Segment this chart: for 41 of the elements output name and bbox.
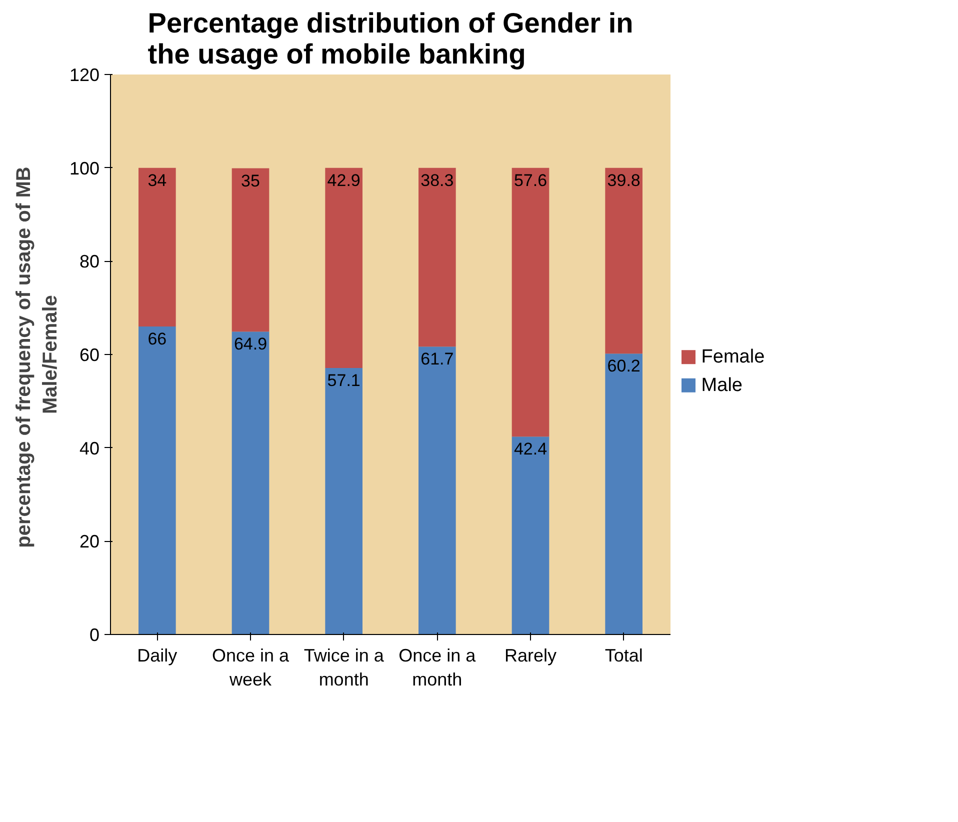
data-label: 35 (241, 171, 260, 190)
data-label: 57.1 (327, 371, 360, 390)
bar (232, 168, 270, 332)
bar (325, 368, 362, 634)
data-label: 66 (148, 330, 167, 348)
x-tick-label: Once in a month (398, 646, 477, 690)
x-tick-label: Once in a week (212, 646, 290, 690)
x-tick-label: Total (604, 646, 643, 666)
bar (605, 168, 642, 354)
legend-label: Female (701, 346, 765, 368)
x-tick-label: Daily (137, 646, 178, 666)
data-label: 61.7 (420, 350, 454, 369)
bar (138, 326, 176, 634)
x-tick-label: Rarely (504, 646, 557, 666)
x-tick-label: Twice in a month (304, 646, 385, 690)
data-label: 60.2 (607, 356, 640, 376)
y-tick-label: 100 (69, 158, 100, 178)
y-tick-label: 120 (69, 65, 100, 85)
bar (605, 354, 642, 634)
bar (232, 332, 270, 634)
bar (512, 436, 550, 634)
data-label: 64.9 (234, 334, 268, 354)
data-label: 57.6 (514, 170, 548, 190)
chart-title: Percentage distribution of Gender in the usage of mobile banking (148, 8, 634, 70)
y-tick-label: 0 (89, 625, 100, 645)
bar (512, 168, 550, 437)
legend-label: Male (701, 374, 742, 396)
bar (418, 168, 456, 347)
y-axis-title: percentage of frequency of usage of MB Male/Female (13, 166, 62, 548)
data-label: 38.3 (420, 170, 454, 190)
bar (325, 168, 362, 368)
bar (418, 346, 456, 634)
data-label: 42.9 (327, 170, 360, 190)
data-label: 39.8 (607, 170, 640, 190)
y-tick-label: 20 (79, 532, 100, 552)
data-label: 42.4 (514, 440, 548, 459)
y-tick-label: 80 (79, 252, 100, 272)
data-label: 34 (148, 170, 167, 190)
y-tick-label: 60 (79, 345, 100, 365)
bar (138, 168, 176, 326)
y-tick-label: 40 (79, 438, 100, 458)
